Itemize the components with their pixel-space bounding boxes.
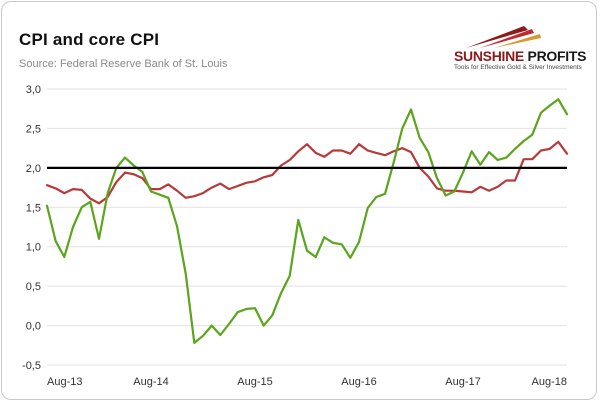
x-axis-ticks: Aug-13 Aug-14 Aug-15 Aug-16 Aug-17 Aug-18 xyxy=(47,376,567,388)
y-axis-ticks: -0,5 0,0 0,5 1,0 1,5 2,0 2,5 3,0 xyxy=(22,84,41,372)
y-tick-label: -0,5 xyxy=(22,360,41,372)
chart-title: CPI and core CPI xyxy=(19,30,160,49)
x-tick-label: Aug-14 xyxy=(133,376,168,388)
x-tick-label: Aug-15 xyxy=(237,376,272,388)
y-tick-label: 2,0 xyxy=(26,163,41,175)
x-tick-label: Aug-13 xyxy=(47,376,82,388)
logo-name-part2: PROFITS xyxy=(523,48,587,64)
sunshine-rays-icon xyxy=(466,26,541,48)
line-chart: -0,50,00,51,01,52,02,53,0 Aug-13 Aug-14 Au… xyxy=(22,84,569,388)
x-tick-label: Aug-16 xyxy=(341,376,376,388)
logo-name-part1: SUNSHINE xyxy=(454,48,524,64)
x-tick-label: Aug-17 xyxy=(445,376,480,388)
y-tick-label: 0,0 xyxy=(26,321,41,333)
logo-name: SUNSHINE PROFITS xyxy=(454,48,586,64)
core-cpi-line xyxy=(45,140,569,205)
grid-lines xyxy=(47,88,567,366)
y-tick-label: 0,5 xyxy=(26,281,41,293)
y-tick-label: 2,5 xyxy=(26,123,41,135)
y-tick-label: 1,0 xyxy=(26,242,41,254)
sunshine-profits-logo: SUNSHINE PROFITS Tools for Effective Gol… xyxy=(454,20,594,80)
y-tick-label: 1,5 xyxy=(26,202,41,214)
y-tick-label: 3,0 xyxy=(26,84,41,96)
series-group xyxy=(45,98,569,344)
chart-source: Source: Federal Reserve Bank of St. Loui… xyxy=(19,58,228,70)
logo-tagline: Tools for Effective Gold & Silver Invest… xyxy=(454,64,582,71)
cpi-line xyxy=(45,98,569,344)
x-tick-label: Aug-18 xyxy=(532,376,567,388)
